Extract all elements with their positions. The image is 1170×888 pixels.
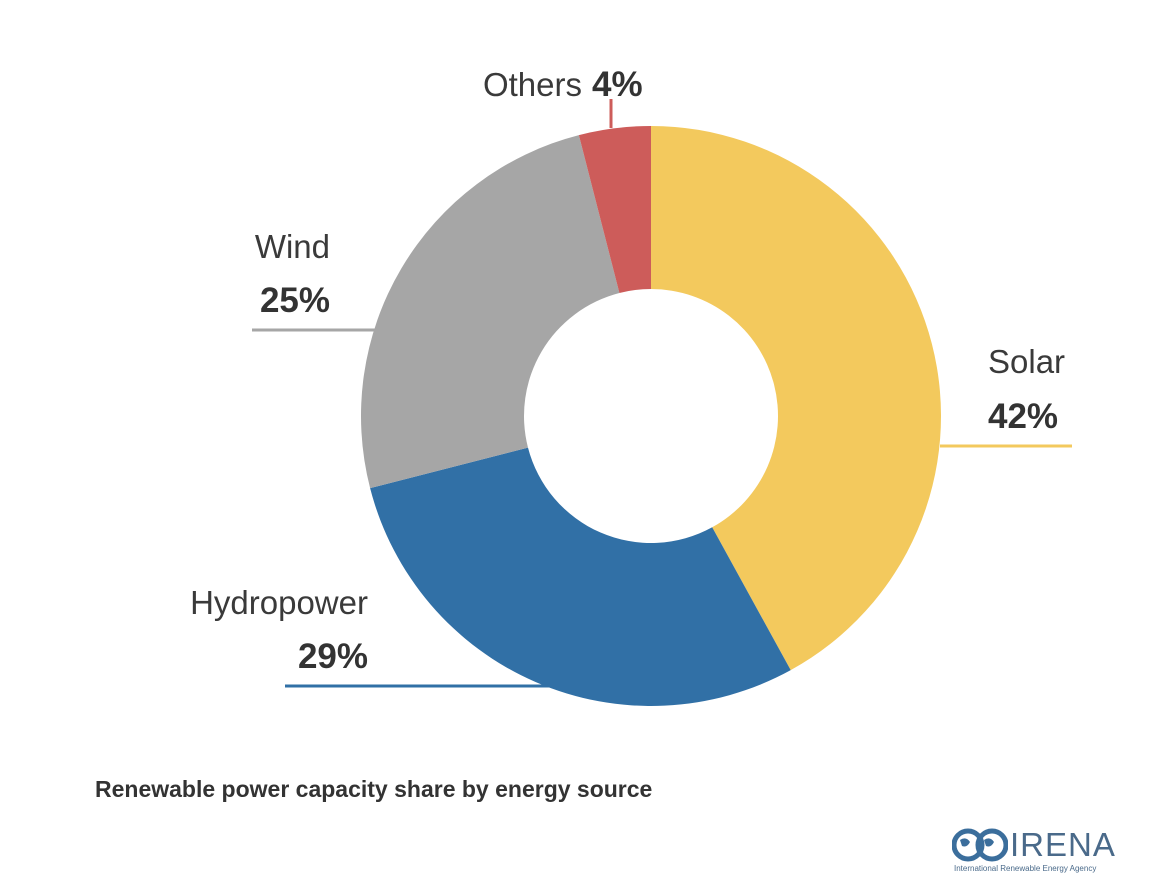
slice-labels: Solar 42% Hydropower 29% Wind 25% Others 4%	[190, 65, 1065, 676]
slice-solar	[651, 126, 942, 671]
slice-wind	[361, 135, 620, 489]
label-name-others: Others	[483, 66, 582, 103]
label-name-hydropower: Hydropower	[190, 584, 368, 621]
label-value-hydropower: 29%	[298, 637, 368, 676]
label-name-wind: Wind	[255, 228, 330, 265]
slice-hydropower	[370, 447, 791, 707]
label-name-solar: Solar	[988, 343, 1065, 380]
logo-wordmark: IRENA	[1010, 826, 1116, 863]
label-value-wind: 25%	[260, 281, 330, 320]
irena-logo: IRENA International Renewable Energy Age…	[952, 826, 1132, 876]
leader-lines	[252, 99, 1072, 688]
label-value-solar: 42%	[988, 397, 1058, 436]
logo-subtitle: International Renewable Energy Agency	[954, 864, 1097, 873]
globe-icon	[952, 828, 1008, 862]
chart-caption: Renewable power capacity share by energy…	[95, 776, 653, 802]
label-value-others: 4%	[592, 65, 643, 104]
slice-others	[578, 126, 651, 293]
chart-slices	[361, 126, 942, 707]
